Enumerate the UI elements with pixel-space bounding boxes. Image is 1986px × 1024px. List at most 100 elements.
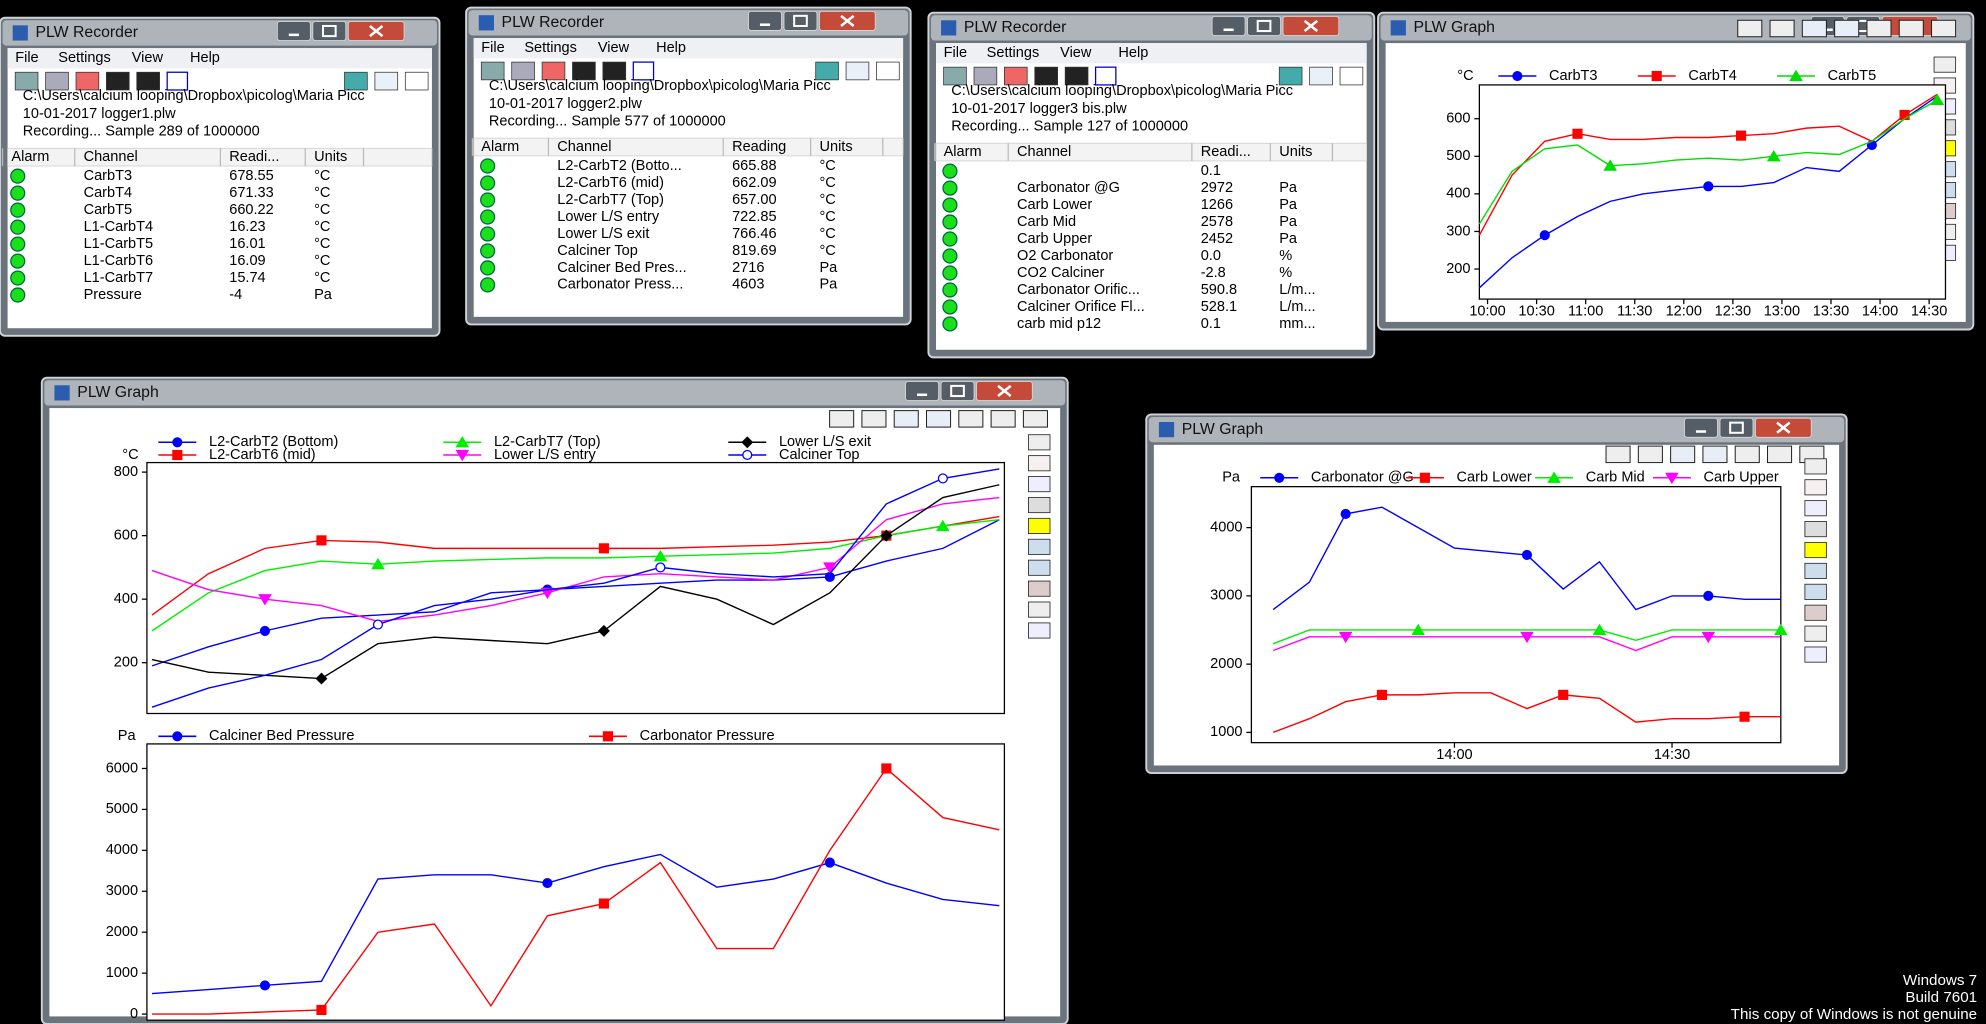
menu-item[interactable]: Help: [1118, 45, 1148, 61]
toolbar-button[interactable]: [374, 71, 399, 91]
status: Recording... Sample 127 of 1000000: [951, 119, 1188, 135]
toolbar-button[interactable]: [1064, 66, 1089, 86]
nav-button[interactable]: [1702, 445, 1728, 464]
side-button[interactable]: [1028, 455, 1051, 472]
menu-item[interactable]: Settings: [524, 40, 577, 56]
side-button[interactable]: [1028, 580, 1051, 597]
side-button[interactable]: [1804, 562, 1827, 579]
side-button[interactable]: [1028, 496, 1051, 514]
nav-button[interactable]: [1734, 445, 1760, 464]
toolbar-button[interactable]: [14, 71, 39, 91]
toolbar-button[interactable]: [973, 66, 998, 86]
toolbar-button[interactable]: [45, 71, 69, 91]
maximize-button[interactable]: [783, 11, 818, 31]
nav-button[interactable]: [861, 410, 887, 428]
side-button[interactable]: [1028, 538, 1051, 555]
menu-item[interactable]: Settings: [987, 45, 1040, 61]
side-button[interactable]: [1804, 604, 1827, 621]
toolbar-button[interactable]: [75, 71, 100, 91]
y-tick-label: 2000: [106, 924, 138, 940]
toolbar-button[interactable]: [815, 61, 839, 81]
nav-button[interactable]: [1767, 445, 1793, 464]
nav-button[interactable]: [1769, 19, 1795, 38]
menu-item[interactable]: View: [132, 50, 164, 66]
y-tick-label: 800: [114, 464, 138, 480]
toolbar-button[interactable]: [1339, 66, 1364, 86]
menu-item[interactable]: View: [598, 40, 630, 56]
menu-item[interactable]: Help: [190, 50, 220, 66]
nav-button[interactable]: [893, 410, 919, 428]
side-button[interactable]: [1804, 458, 1827, 475]
menu-item[interactable]: File: [481, 40, 504, 56]
maximize-button[interactable]: [312, 21, 347, 41]
side-button[interactable]: [1804, 500, 1827, 517]
minimize-button[interactable]: [277, 21, 311, 41]
nav-button[interactable]: [990, 410, 1016, 428]
minimize-button[interactable]: [1211, 16, 1246, 36]
side-button[interactable]: [1028, 601, 1051, 618]
toolbar-button[interactable]: [480, 61, 505, 81]
minimize-button[interactable]: [748, 11, 782, 31]
side-button[interactable]: [1804, 625, 1827, 642]
nav-button[interactable]: [1866, 19, 1892, 38]
maximize-button[interactable]: [940, 381, 975, 401]
side-button[interactable]: [1933, 56, 1957, 73]
menu-item[interactable]: View: [1060, 45, 1092, 61]
side-button[interactable]: [1028, 559, 1051, 576]
nav-button[interactable]: [1637, 445, 1663, 464]
maximize-button[interactable]: [1719, 417, 1754, 438]
window: PLW Recorder File Settings View Help C:\Users…: [927, 11, 1376, 359]
toolbar-button[interactable]: [572, 61, 596, 81]
menu-item[interactable]: Settings: [58, 50, 111, 66]
toolbar-button[interactable]: [136, 71, 160, 91]
y-tick-label: 300: [1446, 223, 1470, 239]
side-button[interactable]: [1804, 521, 1827, 538]
nav-button[interactable]: [829, 410, 855, 428]
side-button[interactable]: [1028, 622, 1051, 639]
toolbar-button[interactable]: [602, 61, 627, 81]
minimize-button[interactable]: [905, 381, 939, 401]
nav-button[interactable]: [958, 410, 984, 428]
toolbar-button[interactable]: [106, 71, 130, 91]
side-button[interactable]: [1028, 476, 1051, 493]
toolbar-button[interactable]: [876, 61, 900, 81]
toolbar-button[interactable]: [404, 71, 429, 91]
side-button[interactable]: [1028, 517, 1051, 534]
nav-button[interactable]: [1898, 19, 1924, 38]
toolbar-button[interactable]: [845, 61, 870, 81]
reading: 2578: [1201, 214, 1233, 230]
nav-button[interactable]: [1605, 445, 1631, 464]
nav-button[interactable]: [1670, 445, 1696, 464]
minimize-button[interactable]: [1684, 417, 1718, 438]
toolbar-button[interactable]: [344, 71, 368, 91]
nav-button[interactable]: [1022, 410, 1048, 428]
nav-button[interactable]: [1834, 19, 1860, 38]
side-button[interactable]: [1804, 646, 1827, 663]
menu-item[interactable]: File: [15, 50, 38, 66]
nav-button[interactable]: [925, 410, 952, 428]
menu-item[interactable]: File: [944, 45, 967, 61]
side-button[interactable]: [1804, 479, 1827, 496]
toolbar-button[interactable]: [511, 61, 535, 81]
toolbar-button[interactable]: [1034, 66, 1058, 86]
toolbar-button[interactable]: [1094, 66, 1117, 86]
toolbar-button[interactable]: [541, 61, 566, 81]
nav-button[interactable]: [1737, 19, 1763, 38]
legend-marker: [1274, 472, 1285, 483]
y-tick-label: 5000: [106, 801, 138, 817]
toolbar-button[interactable]: [1004, 66, 1028, 86]
side-button[interactable]: [1804, 583, 1827, 600]
maximize-button[interactable]: [1247, 16, 1281, 36]
menu-bar: [7, 48, 432, 69]
toolbar-button[interactable]: [166, 71, 189, 91]
nav-button[interactable]: [1801, 19, 1827, 38]
side-button[interactable]: [1804, 541, 1827, 559]
side-button[interactable]: [1028, 434, 1051, 451]
channel-name: Calciner Orifice Fl...: [1017, 299, 1145, 315]
toolbar-button[interactable]: [632, 61, 655, 81]
nav-button[interactable]: [1931, 19, 1957, 38]
toolbar-button[interactable]: [1278, 66, 1303, 86]
menu-item[interactable]: Help: [656, 40, 686, 56]
toolbar-button[interactable]: [1309, 66, 1333, 86]
toolbar-button[interactable]: [943, 66, 967, 86]
